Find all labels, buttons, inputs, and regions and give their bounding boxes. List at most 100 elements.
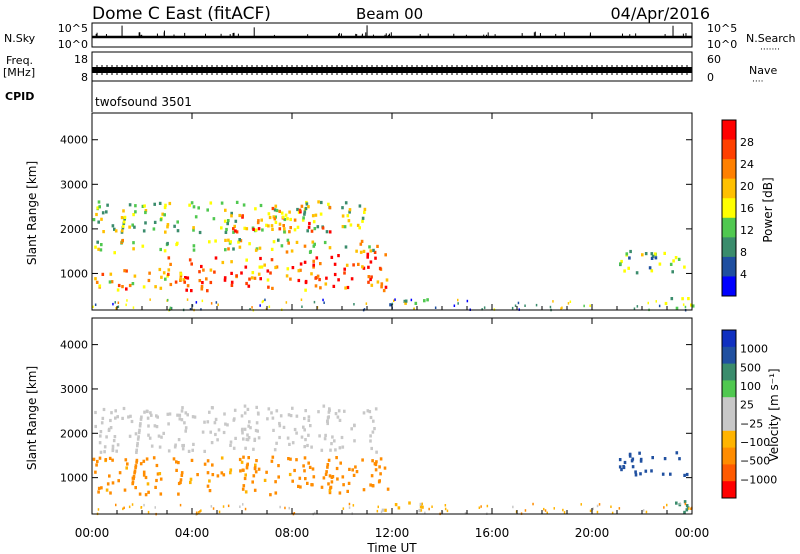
range-cell — [382, 289, 386, 293]
range-cell — [131, 480, 135, 484]
range-cell — [355, 470, 359, 474]
range-cell — [214, 432, 217, 437]
range-cell — [628, 256, 631, 260]
range-cell — [350, 277, 354, 281]
range-cell — [163, 249, 167, 253]
range-cell — [122, 209, 125, 213]
range-cell — [361, 458, 364, 462]
power-ylabel: Slant Range [km] — [25, 161, 39, 265]
range-cell — [112, 302, 114, 306]
range-cell — [325, 470, 328, 474]
colorbar-tick: −1000 — [740, 473, 777, 486]
range-cell — [334, 412, 338, 416]
range-cell — [354, 465, 357, 469]
range-cell — [222, 505, 225, 508]
range-cell — [135, 448, 138, 452]
range-cell — [146, 416, 150, 420]
range-cell — [338, 418, 342, 422]
range-cell — [240, 460, 244, 464]
range-cell — [598, 503, 601, 506]
range-cell — [306, 443, 309, 448]
range-cell — [322, 298, 324, 302]
range-cell — [261, 228, 264, 232]
range-cell — [275, 265, 279, 269]
velocity-frame — [91, 317, 693, 515]
range-cell — [117, 479, 120, 483]
range-cell — [336, 477, 339, 481]
range-cell — [431, 505, 433, 508]
range-cell — [179, 478, 183, 482]
range-cell — [121, 285, 124, 289]
range-cell — [303, 260, 307, 264]
range-cell — [128, 283, 132, 288]
range-cell — [335, 456, 338, 460]
range-cell — [223, 219, 227, 223]
range-cell — [543, 507, 545, 511]
y-tick-label: 2000 — [60, 223, 88, 236]
range-cell — [359, 242, 363, 246]
range-cell — [670, 297, 674, 301]
range-cell — [337, 278, 340, 282]
range-cell — [328, 206, 332, 210]
range-cell — [289, 217, 292, 222]
range-cell — [303, 469, 306, 473]
range-cell — [96, 240, 99, 244]
x-tick-label: 00:00 — [75, 526, 110, 540]
range-cell — [622, 465, 625, 469]
range-cell — [263, 478, 267, 482]
range-cell — [136, 437, 140, 441]
range-cell — [293, 512, 296, 515]
power-frame — [91, 112, 693, 311]
range-cell — [242, 503, 244, 506]
range-cell — [250, 276, 254, 280]
range-cell — [142, 459, 146, 463]
range-cell — [674, 256, 678, 260]
range-cell — [137, 435, 140, 439]
range-cell — [298, 208, 302, 212]
range-cell — [685, 508, 689, 512]
range-cell — [192, 442, 195, 446]
range-cell — [134, 464, 138, 468]
range-cell — [639, 459, 643, 463]
range-cell — [341, 475, 345, 479]
range-cell — [683, 265, 686, 269]
range-cell — [217, 303, 219, 306]
range-cell — [639, 472, 642, 476]
range-cell — [379, 457, 383, 461]
range-cell — [384, 285, 388, 289]
range-cell — [664, 301, 668, 306]
range-cell — [229, 240, 232, 244]
range-cell — [312, 265, 315, 269]
range-cell — [201, 299, 204, 303]
range-cell — [197, 206, 200, 210]
power-scatter — [92, 200, 695, 312]
range-cell — [348, 208, 352, 212]
range-cell — [251, 306, 253, 309]
range-cell — [688, 507, 690, 510]
range-cell — [188, 258, 192, 262]
colorbar-segment — [722, 178, 736, 199]
range-cell — [286, 267, 290, 271]
range-cell — [620, 468, 623, 472]
range-cell — [125, 303, 127, 307]
range-cell — [172, 457, 176, 461]
range-cell — [380, 285, 383, 289]
range-cell — [184, 429, 187, 433]
range-cell — [326, 419, 329, 423]
power-panel: 1000 2000 3000 4000 Slant Range [km] 28 24 20… — [25, 112, 775, 312]
range-cell — [114, 301, 116, 304]
range-cell — [208, 489, 212, 493]
range-cell — [241, 487, 245, 491]
range-cell — [142, 473, 146, 477]
range-cell — [348, 467, 351, 471]
range-cell — [201, 281, 204, 285]
colorbar-segment — [722, 481, 736, 499]
range-cell — [483, 306, 486, 309]
range-cell — [310, 445, 313, 449]
range-cell — [266, 417, 269, 421]
range-cell — [288, 210, 291, 214]
nsearch-tick-top: 10^5 — [707, 22, 737, 35]
range-cell — [284, 506, 286, 510]
range-cell — [645, 510, 648, 514]
